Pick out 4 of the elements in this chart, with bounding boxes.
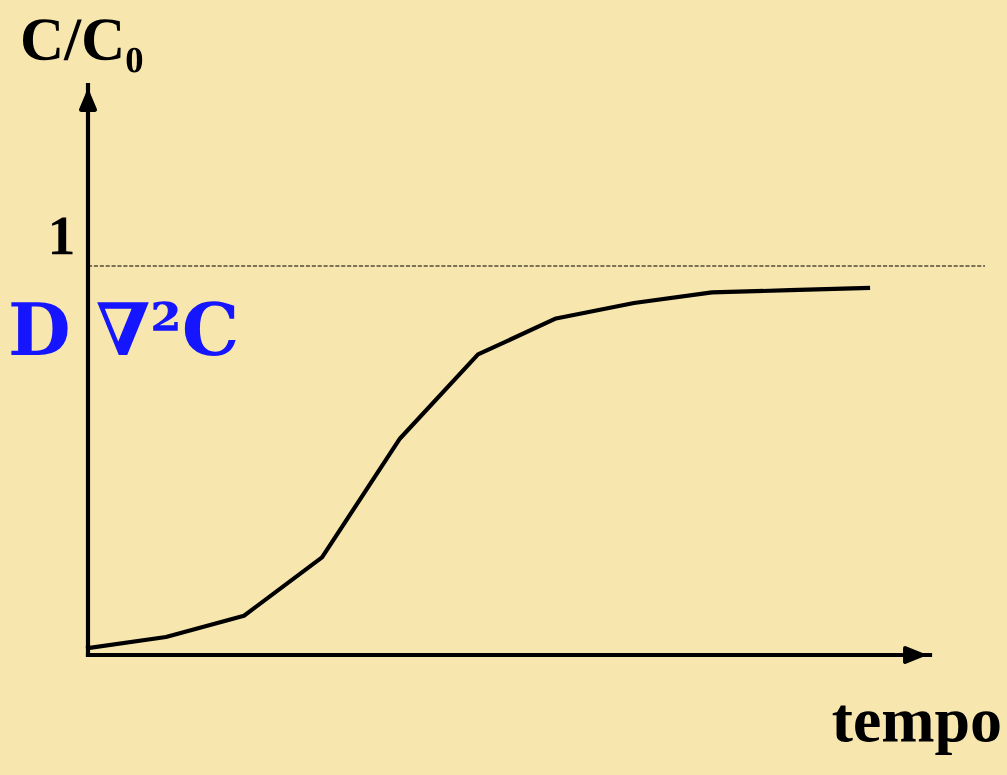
annotation: D ∇²C: [11, 301, 236, 356]
ref-line-label: 1: [52, 217, 73, 255]
x-axis-title: tempo: [832, 705, 1000, 755]
y-axis-title: C/C₀: [22, 19, 143, 73]
